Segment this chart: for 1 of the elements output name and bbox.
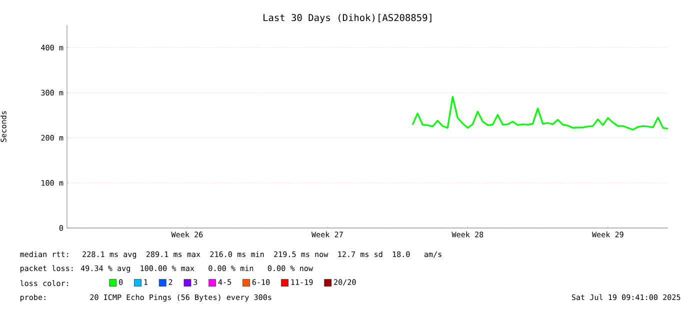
chart-title: Last 30 Days (Dihok)[AS208859] [264,14,432,23]
